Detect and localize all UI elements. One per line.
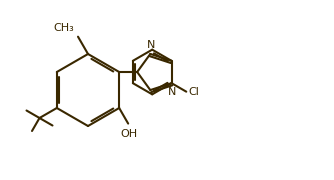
- Text: N: N: [147, 40, 156, 50]
- Text: Cl: Cl: [188, 87, 199, 97]
- Text: CH₃: CH₃: [53, 23, 74, 33]
- Text: OH: OH: [121, 129, 138, 139]
- Text: N: N: [168, 87, 177, 97]
